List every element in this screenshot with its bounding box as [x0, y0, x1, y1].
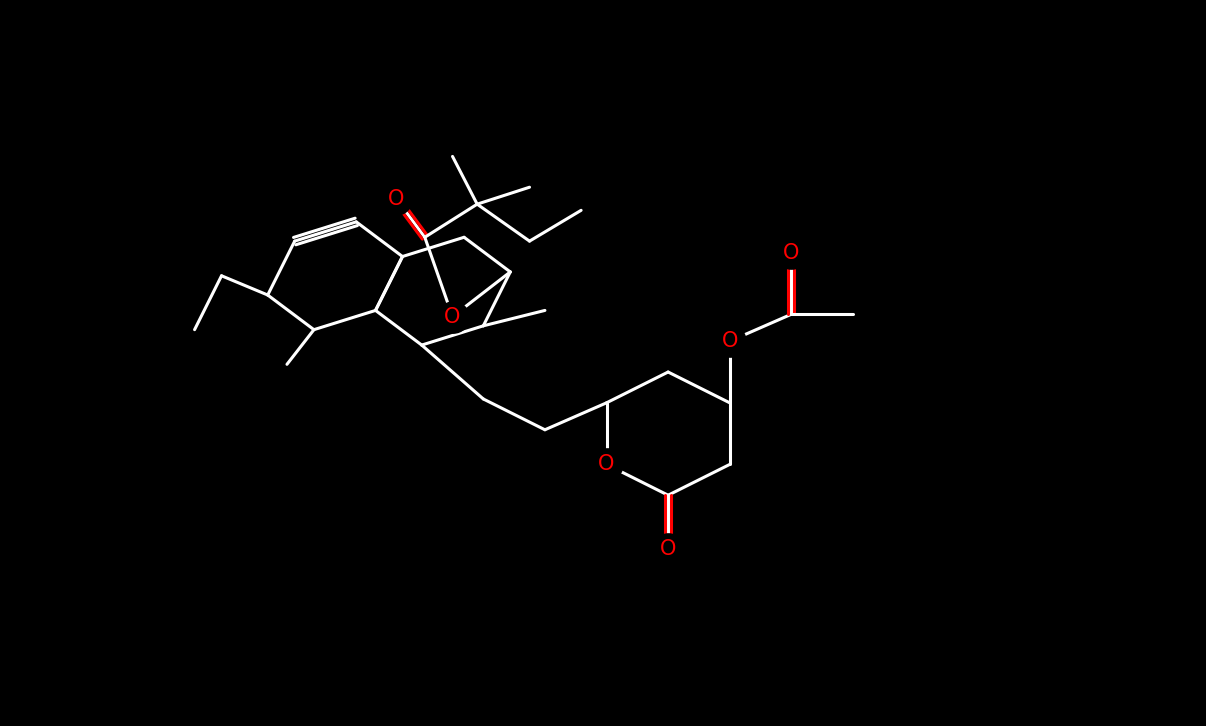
Text: O: O [783, 242, 800, 263]
Text: O: O [444, 306, 461, 327]
Text: O: O [721, 331, 738, 351]
Text: O: O [660, 539, 677, 559]
Text: O: O [388, 189, 404, 209]
Text: O: O [598, 454, 615, 474]
